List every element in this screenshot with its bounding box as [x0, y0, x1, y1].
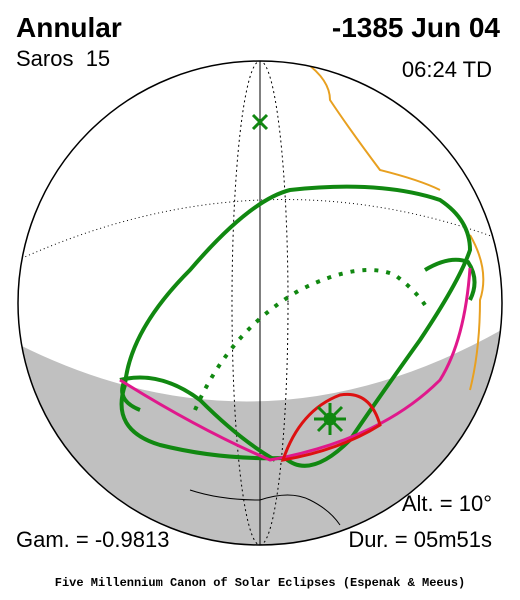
time: 06:24 TD: [402, 57, 492, 82]
central-path: [193, 268, 427, 411]
greatest-eclipse-marker: [314, 403, 346, 435]
limit-line: [119, 267, 472, 462]
meridian-dotted: [231, 61, 289, 545]
duration: Dur. = 05m51s: [348, 527, 492, 552]
saros: Saros 15: [16, 46, 110, 71]
globe-content: [18, 61, 502, 545]
coastline: [304, 61, 485, 391]
date: -1385 Jun 04: [332, 12, 501, 43]
penumbra-limit: [119, 184, 473, 468]
coastline: [189, 489, 341, 526]
gamma: Gam. = -0.9813: [16, 527, 169, 552]
title: Annular: [16, 12, 122, 43]
globe-outline: [17, 60, 503, 546]
sub-solar-marker: [251, 113, 269, 131]
caption: Five Millennium Canon of Solar Eclipses …: [55, 576, 465, 590]
rise-set-curve: [280, 392, 382, 462]
altitude: Alt. = 10°: [402, 491, 492, 516]
